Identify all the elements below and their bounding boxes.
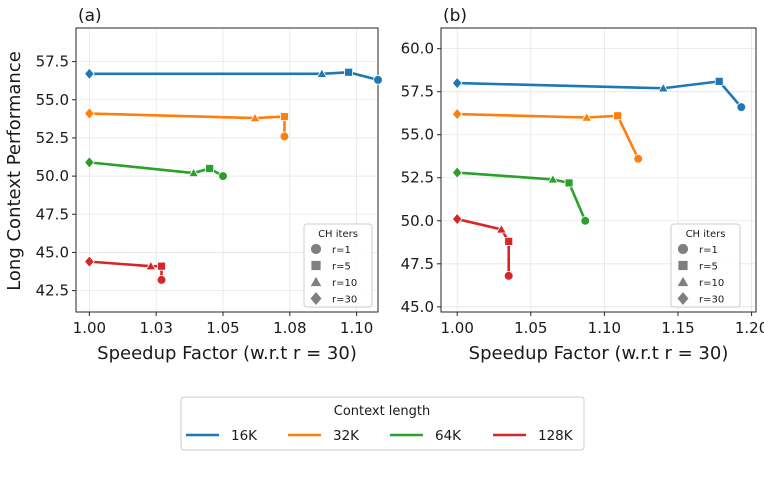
data-point-32k-r1 bbox=[279, 131, 290, 142]
data-point-16k-r10 bbox=[657, 82, 669, 93]
data-point-32k-r30 bbox=[84, 107, 95, 120]
legend-marker-label: r=30 bbox=[699, 295, 724, 306]
data-point-32k-r1 bbox=[633, 154, 644, 164]
legend-marker-circle-icon bbox=[310, 243, 322, 255]
x-tick-label: 1.03 bbox=[139, 319, 172, 337]
x-tick-label: 1.00 bbox=[73, 319, 106, 337]
legend-marker-square-icon bbox=[310, 260, 322, 271]
y-tick-label: 60.0 bbox=[401, 40, 434, 58]
series-line-128k-b bbox=[456, 217, 511, 276]
y-tick-label: 57.5 bbox=[36, 53, 69, 71]
series-line-64k-b bbox=[457, 171, 587, 222]
data-point-16k-r30 bbox=[84, 67, 95, 81]
plot-frame bbox=[440, 27, 757, 313]
legend-marker-label: r=10 bbox=[332, 278, 357, 289]
y-tick-label: 52.5 bbox=[36, 129, 69, 147]
y-tick-label: 50.0 bbox=[401, 212, 434, 230]
panel-a: 1.00 1.03 1.05 1.08 1.10 42.5 45.0 47.5 50.0 52.5… bbox=[36, 6, 383, 364]
x-axis-label-b: Speedup Factor (w.r.t r = 30) bbox=[469, 343, 729, 364]
data-point-64k-r5 bbox=[564, 178, 574, 188]
data-point-64k-r5 bbox=[205, 164, 215, 173]
x-tick-label: 1.10 bbox=[588, 319, 621, 337]
data-point-32k-r5 bbox=[280, 112, 289, 121]
legend-marker-triangle-icon bbox=[309, 275, 323, 287]
x-tick-label: 1.20 bbox=[735, 319, 764, 337]
data-point-64k-r1 bbox=[580, 215, 591, 226]
legend-marker-circle-icon bbox=[677, 243, 689, 255]
data-point-128k-r10 bbox=[495, 223, 507, 234]
plot-frame bbox=[75, 27, 379, 313]
y-tick-label: 47.5 bbox=[36, 205, 69, 223]
x-tick-label: 1.05 bbox=[514, 319, 547, 337]
x-tick-label: 1.10 bbox=[340, 319, 373, 337]
x-tick-label: 1.08 bbox=[273, 319, 306, 337]
x-tick-label: 1.05 bbox=[206, 319, 239, 337]
legend-marker-label: r=30 bbox=[332, 295, 357, 306]
y-tick-label: 45.0 bbox=[401, 298, 434, 316]
data-point-16k-r5 bbox=[714, 76, 724, 86]
legend-label-16k: 16K bbox=[231, 428, 258, 444]
x-tick-label: 1.15 bbox=[661, 319, 694, 337]
y-tick-label: 50.0 bbox=[36, 167, 69, 185]
y-tick-label: 42.5 bbox=[36, 282, 69, 300]
y-tick-label: 55.0 bbox=[401, 126, 434, 144]
panel-b: 1.00 1.05 1.10 1.15 1.20 45.0 47.5 50.0 52.5 55.0… bbox=[401, 6, 764, 364]
panel-label-a: (a) bbox=[78, 6, 102, 26]
legend-marker-diamond-icon bbox=[309, 290, 323, 307]
ch-iters-legend-title: CH iters bbox=[318, 229, 358, 240]
data-point-64k-r10 bbox=[188, 167, 200, 178]
y-tick-label: 55.0 bbox=[36, 91, 69, 109]
data-point-64k-r30 bbox=[451, 166, 463, 179]
legend-marker-label: r=5 bbox=[332, 262, 351, 273]
series-line-128k-a bbox=[89, 260, 163, 280]
data-point-16k-r5 bbox=[344, 67, 354, 77]
data-point-32k-r5 bbox=[613, 111, 623, 121]
legend-marker-label: r=1 bbox=[332, 245, 351, 256]
panel-label-b: (b) bbox=[443, 6, 467, 26]
series-line-16k-a bbox=[89, 70, 379, 82]
y-tick-label: 52.5 bbox=[401, 169, 434, 187]
data-point-128k-r1 bbox=[156, 275, 167, 285]
legend-label-32k: 32K bbox=[333, 428, 360, 444]
legend-marker-triangle-icon bbox=[676, 275, 690, 287]
context-legend-title: Context length bbox=[334, 404, 431, 419]
data-point-64k-r1 bbox=[218, 171, 228, 181]
data-point-16k-r10 bbox=[316, 68, 328, 78]
data-point-128k-r30 bbox=[451, 212, 463, 226]
data-point-16k-r1 bbox=[373, 75, 383, 85]
series-line-32k-b bbox=[457, 112, 640, 160]
data-point-128k-r10 bbox=[145, 260, 157, 271]
legend-label-64k: 64K bbox=[435, 428, 462, 444]
data-point-128k-r30 bbox=[84, 255, 95, 268]
context-legend-frame bbox=[180, 396, 585, 451]
data-point-32k-r30 bbox=[451, 107, 463, 121]
legend-marker-square-icon bbox=[677, 260, 689, 271]
legend-marker-label: r=5 bbox=[699, 262, 718, 273]
x-tick-label: 1.00 bbox=[440, 319, 473, 337]
y-tick-label: 47.5 bbox=[401, 255, 434, 273]
data-point-128k-r5 bbox=[504, 237, 514, 246]
x-axis-label-a: Speedup Factor (w.r.t r = 30) bbox=[97, 343, 357, 364]
data-point-32k-r10 bbox=[249, 112, 261, 123]
data-point-128k-r5 bbox=[157, 261, 166, 271]
data-point-16k-r30 bbox=[451, 76, 463, 90]
series-line-64k-a bbox=[89, 161, 224, 178]
y-tick-label: 45.0 bbox=[36, 243, 69, 261]
legend-label-128k: 128K bbox=[538, 428, 574, 444]
legend-marker-diamond-icon bbox=[676, 290, 690, 307]
data-point-16k-r1 bbox=[736, 102, 747, 112]
series-line-16k-b bbox=[457, 80, 743, 109]
data-point-64k-r10 bbox=[547, 173, 559, 184]
ch-iters-legend-title: CH iters bbox=[686, 229, 726, 240]
y-tick-label: 57.5 bbox=[401, 83, 434, 101]
context-legend: Context length 16K 32K 64K 128K bbox=[180, 396, 585, 451]
legend-marker-label: r=1 bbox=[699, 245, 718, 256]
series-line-32k-a bbox=[89, 112, 286, 137]
data-point-128k-r1 bbox=[503, 271, 514, 281]
data-point-32k-r10 bbox=[581, 111, 593, 122]
y-axis-label: Long Context Performance bbox=[4, 51, 25, 291]
legend-marker-label: r=10 bbox=[699, 278, 724, 289]
data-point-64k-r30 bbox=[84, 156, 95, 169]
